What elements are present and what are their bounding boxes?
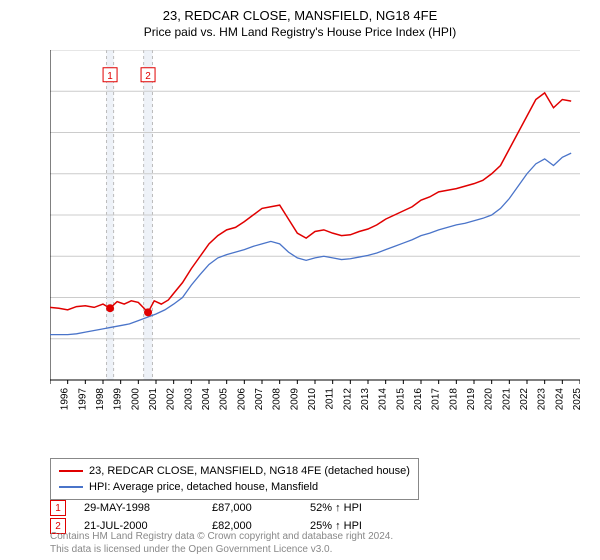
svg-text:2018: 2018 (448, 388, 459, 411)
annotation-badge: 1 (50, 500, 66, 516)
annotation-pct: 52% ↑ HPI (310, 502, 400, 514)
svg-text:2003: 2003 (183, 388, 194, 411)
chart-container: 23, REDCAR CLOSE, MANSFIELD, NG18 4FE Pr… (0, 0, 600, 560)
legend-label: 23, REDCAR CLOSE, MANSFIELD, NG18 4FE (d… (89, 463, 410, 479)
svg-text:2022: 2022 (519, 388, 530, 411)
svg-text:2013: 2013 (360, 388, 371, 411)
svg-text:2000: 2000 (130, 388, 141, 411)
legend: 23, REDCAR CLOSE, MANSFIELD, NG18 4FE (d… (50, 458, 419, 500)
legend-swatch (59, 470, 83, 472)
svg-text:2014: 2014 (378, 388, 389, 411)
svg-text:2009: 2009 (289, 388, 300, 411)
svg-text:2012: 2012 (342, 388, 353, 411)
legend-row: 23, REDCAR CLOSE, MANSFIELD, NG18 4FE (d… (59, 463, 410, 479)
svg-text:2006: 2006 (236, 388, 247, 411)
svg-text:2016: 2016 (413, 388, 424, 411)
chart-svg: £0£50K£100K£150K£200K£250K£300K£350K£400… (50, 50, 580, 420)
annotation-price: £87,000 (212, 502, 292, 514)
svg-text:2017: 2017 (431, 388, 442, 411)
annotation-row: 1 29-MAY-1998 £87,000 52% ↑ HPI (50, 500, 400, 516)
svg-text:2024: 2024 (554, 388, 565, 411)
svg-text:2010: 2010 (307, 388, 318, 411)
svg-text:2008: 2008 (272, 388, 283, 411)
legend-swatch (59, 486, 83, 488)
svg-text:1996: 1996 (60, 388, 71, 411)
legend-label: HPI: Average price, detached house, Mans… (89, 479, 318, 495)
svg-text:2005: 2005 (219, 388, 230, 411)
svg-text:2001: 2001 (148, 388, 159, 411)
footer-line: This data is licensed under the Open Gov… (50, 543, 393, 556)
svg-text:2011: 2011 (325, 388, 336, 410)
svg-text:2021: 2021 (501, 388, 512, 411)
svg-text:1999: 1999 (113, 388, 124, 411)
title-block: 23, REDCAR CLOSE, MANSFIELD, NG18 4FE Pr… (0, 0, 600, 39)
chart-area: £0£50K£100K£150K£200K£250K£300K£350K£400… (50, 50, 580, 420)
svg-text:2007: 2007 (254, 388, 265, 411)
footer-line: Contains HM Land Registry data © Crown c… (50, 530, 393, 543)
svg-text:2020: 2020 (484, 388, 495, 411)
legend-row: HPI: Average price, detached house, Mans… (59, 479, 410, 495)
svg-text:1998: 1998 (95, 388, 106, 411)
chart-subtitle: Price paid vs. HM Land Registry's House … (0, 25, 600, 39)
svg-text:2023: 2023 (537, 388, 548, 411)
svg-text:2025: 2025 (572, 388, 580, 411)
svg-text:2019: 2019 (466, 388, 477, 411)
svg-text:1997: 1997 (77, 388, 88, 411)
svg-text:2004: 2004 (201, 388, 212, 411)
svg-text:2015: 2015 (395, 388, 406, 411)
svg-text:2002: 2002 (166, 388, 177, 411)
footer: Contains HM Land Registry data © Crown c… (50, 530, 393, 556)
svg-text:2: 2 (145, 71, 151, 82)
svg-text:1995: 1995 (50, 388, 53, 411)
svg-text:1: 1 (107, 71, 113, 82)
chart-title: 23, REDCAR CLOSE, MANSFIELD, NG18 4FE (0, 8, 600, 23)
annotation-date: 29-MAY-1998 (84, 502, 194, 514)
